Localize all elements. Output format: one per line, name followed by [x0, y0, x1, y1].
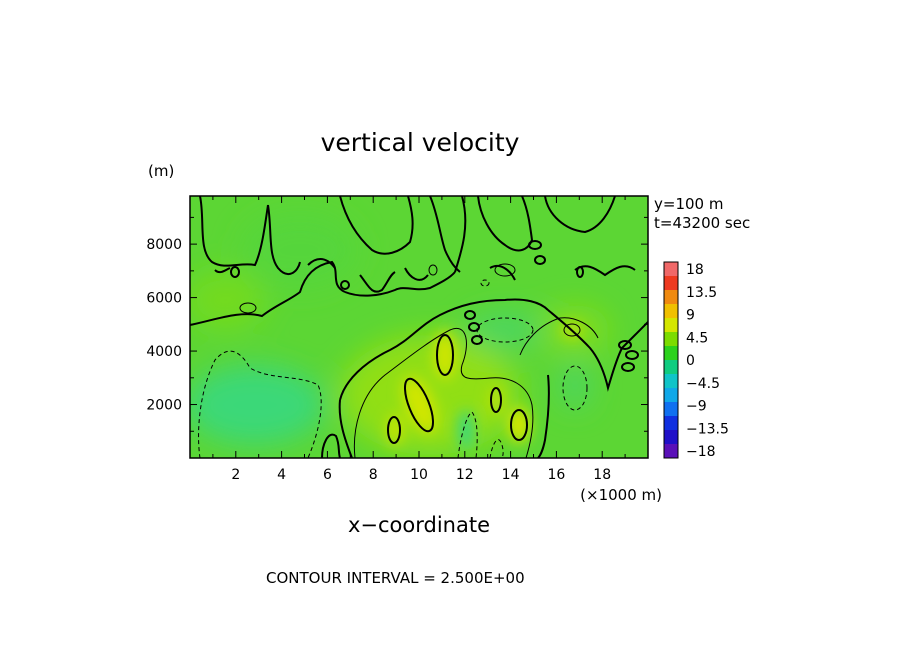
colorbar-frame: [663, 261, 679, 459]
colorbar-swatch: [664, 402, 678, 416]
y-tick-label: 6000: [146, 291, 182, 307]
chart-title: vertical velocity: [321, 128, 520, 157]
colorbar-label: 4.5: [686, 330, 708, 346]
x-tick-label: 18: [593, 467, 611, 483]
colorbar-label: 0: [686, 353, 695, 369]
info-y-position: y=100 m: [654, 195, 723, 213]
x-tick-label: 8: [369, 467, 378, 483]
y-tick-label: 8000: [146, 237, 182, 253]
colorbar-label: −13.5: [686, 421, 729, 437]
colorbar: 18 13.5 9 4.5 0 −4.5 −9 −13.5 −18: [663, 261, 729, 460]
contour-interval-footer: CONTOUR INTERVAL = 2.500E+00: [266, 569, 525, 587]
colorbar-swatch: [664, 416, 678, 430]
y-tick-label: 4000: [146, 344, 182, 360]
colorbar-label: −9: [686, 399, 707, 415]
contour-lines: [190, 196, 648, 458]
colorbar-swatch: [664, 430, 678, 444]
colorbar-label: 13.5: [686, 285, 717, 301]
colorbar-swatch: [664, 318, 678, 332]
tick-marks: [190, 196, 648, 458]
colorbar-swatch: [664, 290, 678, 304]
colorbar-swatch: [664, 360, 678, 374]
x-tick-label: 12: [456, 467, 474, 483]
x-tick-label: 16: [547, 467, 565, 483]
x-tick-label: 6: [323, 467, 332, 483]
colorbar-swatch: [664, 346, 678, 360]
x-tick-label: 4: [277, 467, 286, 483]
colorbar-label: 9: [686, 308, 695, 324]
colorbar-swatch: [664, 332, 678, 346]
colorbar-label: −4.5: [686, 376, 720, 392]
x-axis-unit: (×1000 m): [580, 486, 662, 504]
x-tick-label: 2: [231, 467, 240, 483]
colorbar-swatch: [664, 262, 678, 276]
info-time: t=43200 sec: [654, 214, 750, 232]
x-axis-label: x−coordinate: [348, 513, 490, 537]
y-axis-unit: (m): [148, 162, 174, 180]
tick-labels: 2 4 6 8 10 12 14 16 18 2000 4000 6000 8000: [146, 237, 611, 483]
colorbar-label: 18: [686, 262, 704, 278]
colorbar-swatch: [664, 304, 678, 318]
colorbar-label: −18: [686, 444, 716, 460]
colorbar-swatch: [664, 444, 678, 458]
x-tick-label: 14: [502, 467, 520, 483]
colorbar-swatch: [664, 374, 678, 388]
y-tick-label: 2000: [146, 398, 182, 414]
colorbar-swatch: [664, 276, 678, 290]
x-tick-label: 10: [410, 467, 428, 483]
colorbar-swatch: [664, 388, 678, 402]
